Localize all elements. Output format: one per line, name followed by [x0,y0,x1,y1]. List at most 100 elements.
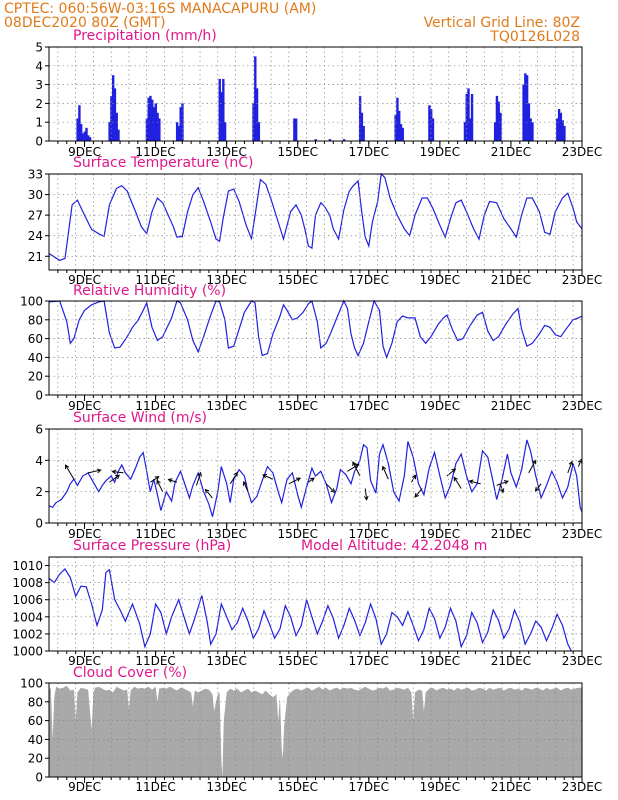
precip-bar [394,114,397,141]
precip-bar [85,127,88,141]
precip-bar [254,56,257,141]
panel-title: Surface Pressure (hPa) [73,538,231,554]
precip-bar [470,94,474,141]
wind-arrow-head [503,480,509,485]
wind-arrow-head [352,461,357,467]
wind-arrow [382,466,389,480]
wind-arrow-head [111,469,117,475]
wind-arrow [109,474,120,483]
x-tick-label: 23DEC [562,780,602,794]
panel-title: Cloud Cover (%) [73,665,187,681]
panel-3: Surface Wind (m/s) 0 2 4 6 9DEC 11DEC 13DEC 15DE… [35,410,602,541]
precip-bar [117,129,120,141]
precip-bar [401,127,404,141]
wind-arrow-head [167,478,173,483]
wind-arrow-head [233,471,238,477]
precip-bar [396,97,399,141]
x-tick-label: 23DEC [562,399,602,413]
precip-bar [493,122,497,141]
y-tick-label: 33 [28,168,43,182]
wind-arrow-head [64,464,70,470]
precip-bar [314,139,317,141]
y-tick-label: 2 [35,485,43,499]
precip-bar [88,137,92,141]
y-tick-label: 5 [35,41,43,55]
wind-arrow-head [96,468,102,474]
wind-arrow [87,469,101,474]
precip-bar [158,118,161,141]
wind-arrow [65,464,75,480]
wind-arrow [205,489,213,499]
precip-bar [293,118,296,141]
y-tick-label: 100 [20,677,43,691]
precip-bar [358,95,362,141]
wind-arrow-head [115,474,121,480]
x-tick-label: 17DEC [349,527,389,541]
x-tick-label: 23DEC [562,654,602,668]
cloud-area [49,685,582,777]
x-tick-label: 9DEC [68,527,101,541]
x-tick-label: 9DEC [68,399,101,413]
x-tick-label: 13DEC [206,273,246,287]
wind-arrow-head [204,488,210,494]
wind-arrow [577,459,582,467]
precip-bar [223,122,227,141]
y-tick-label: 27 [28,209,43,223]
precip-bar [522,84,525,141]
wind-arrow-head [568,460,574,466]
wind-arrow-head [262,474,268,479]
x-tick-label: 11DEC [135,145,175,159]
wind-arrow-head [414,492,420,498]
precip-bar [81,133,85,141]
wind-arrow [168,478,178,483]
y-tick-label: 80 [28,313,43,327]
precip-bar [87,135,90,141]
y-tick-label: 100 [20,295,43,309]
model-altitude: Model Altitude: 42.2048 m [301,538,487,554]
header-grid-line: Vertical Grid Line: 80Z [424,15,580,31]
precip-bar [463,122,467,141]
x-tick-label: 13DEC [206,399,246,413]
panel-frame [48,556,583,652]
precip-bar [113,88,117,141]
precip-bar [147,97,150,141]
x-tick-label: 19DEC [420,780,460,794]
wind-arrow-head [296,477,301,482]
x-tick-label: 19DEC [420,273,460,287]
precip-bar [467,88,470,141]
x-tick-label: 11DEC [135,780,175,794]
x-tick-label: 11DEC [135,399,175,413]
y-tick-label: 20 [28,370,43,384]
y-tick-label: 0 [35,517,43,531]
precip-bar [497,101,500,141]
x-tick-label: 21DEC [491,527,531,541]
wind-arrow-head [451,468,457,473]
panel-2: Relative Humidity (%) 0 20 40 60 80 100 9DEC 11D… [20,283,602,413]
x-tick-label: 13DEC [206,780,246,794]
x-tick-label: 21DEC [491,399,531,413]
precip-bar [529,118,532,141]
precip-bar [431,118,435,141]
precip-bar [177,125,181,141]
y-tick-label: 0 [35,389,43,403]
y-tick-label: 6 [35,423,43,437]
wind-arrow-head [363,495,369,501]
precip-bar [556,118,559,141]
precip-bar [561,120,564,141]
precip-bar [531,122,534,141]
wind-arrow [243,481,249,492]
panel-title: Surface Temperature (nC) [73,155,254,171]
wind-arrow-head [242,480,248,486]
precip-bar [154,103,157,141]
precip-bar [257,122,261,141]
wind-arrow [535,483,542,492]
precip-bar [83,131,86,141]
wind-arrow [364,488,368,500]
wind-arrow [262,474,274,480]
x-tick-label: 17DEC [349,399,389,413]
x-tick-label: 23DEC [562,145,602,159]
wind-arrow-head [381,465,387,471]
x-tick-label: 11DEC [135,273,175,287]
wind-arrow-head [453,476,458,482]
y-tick-label: 4 [35,454,43,468]
